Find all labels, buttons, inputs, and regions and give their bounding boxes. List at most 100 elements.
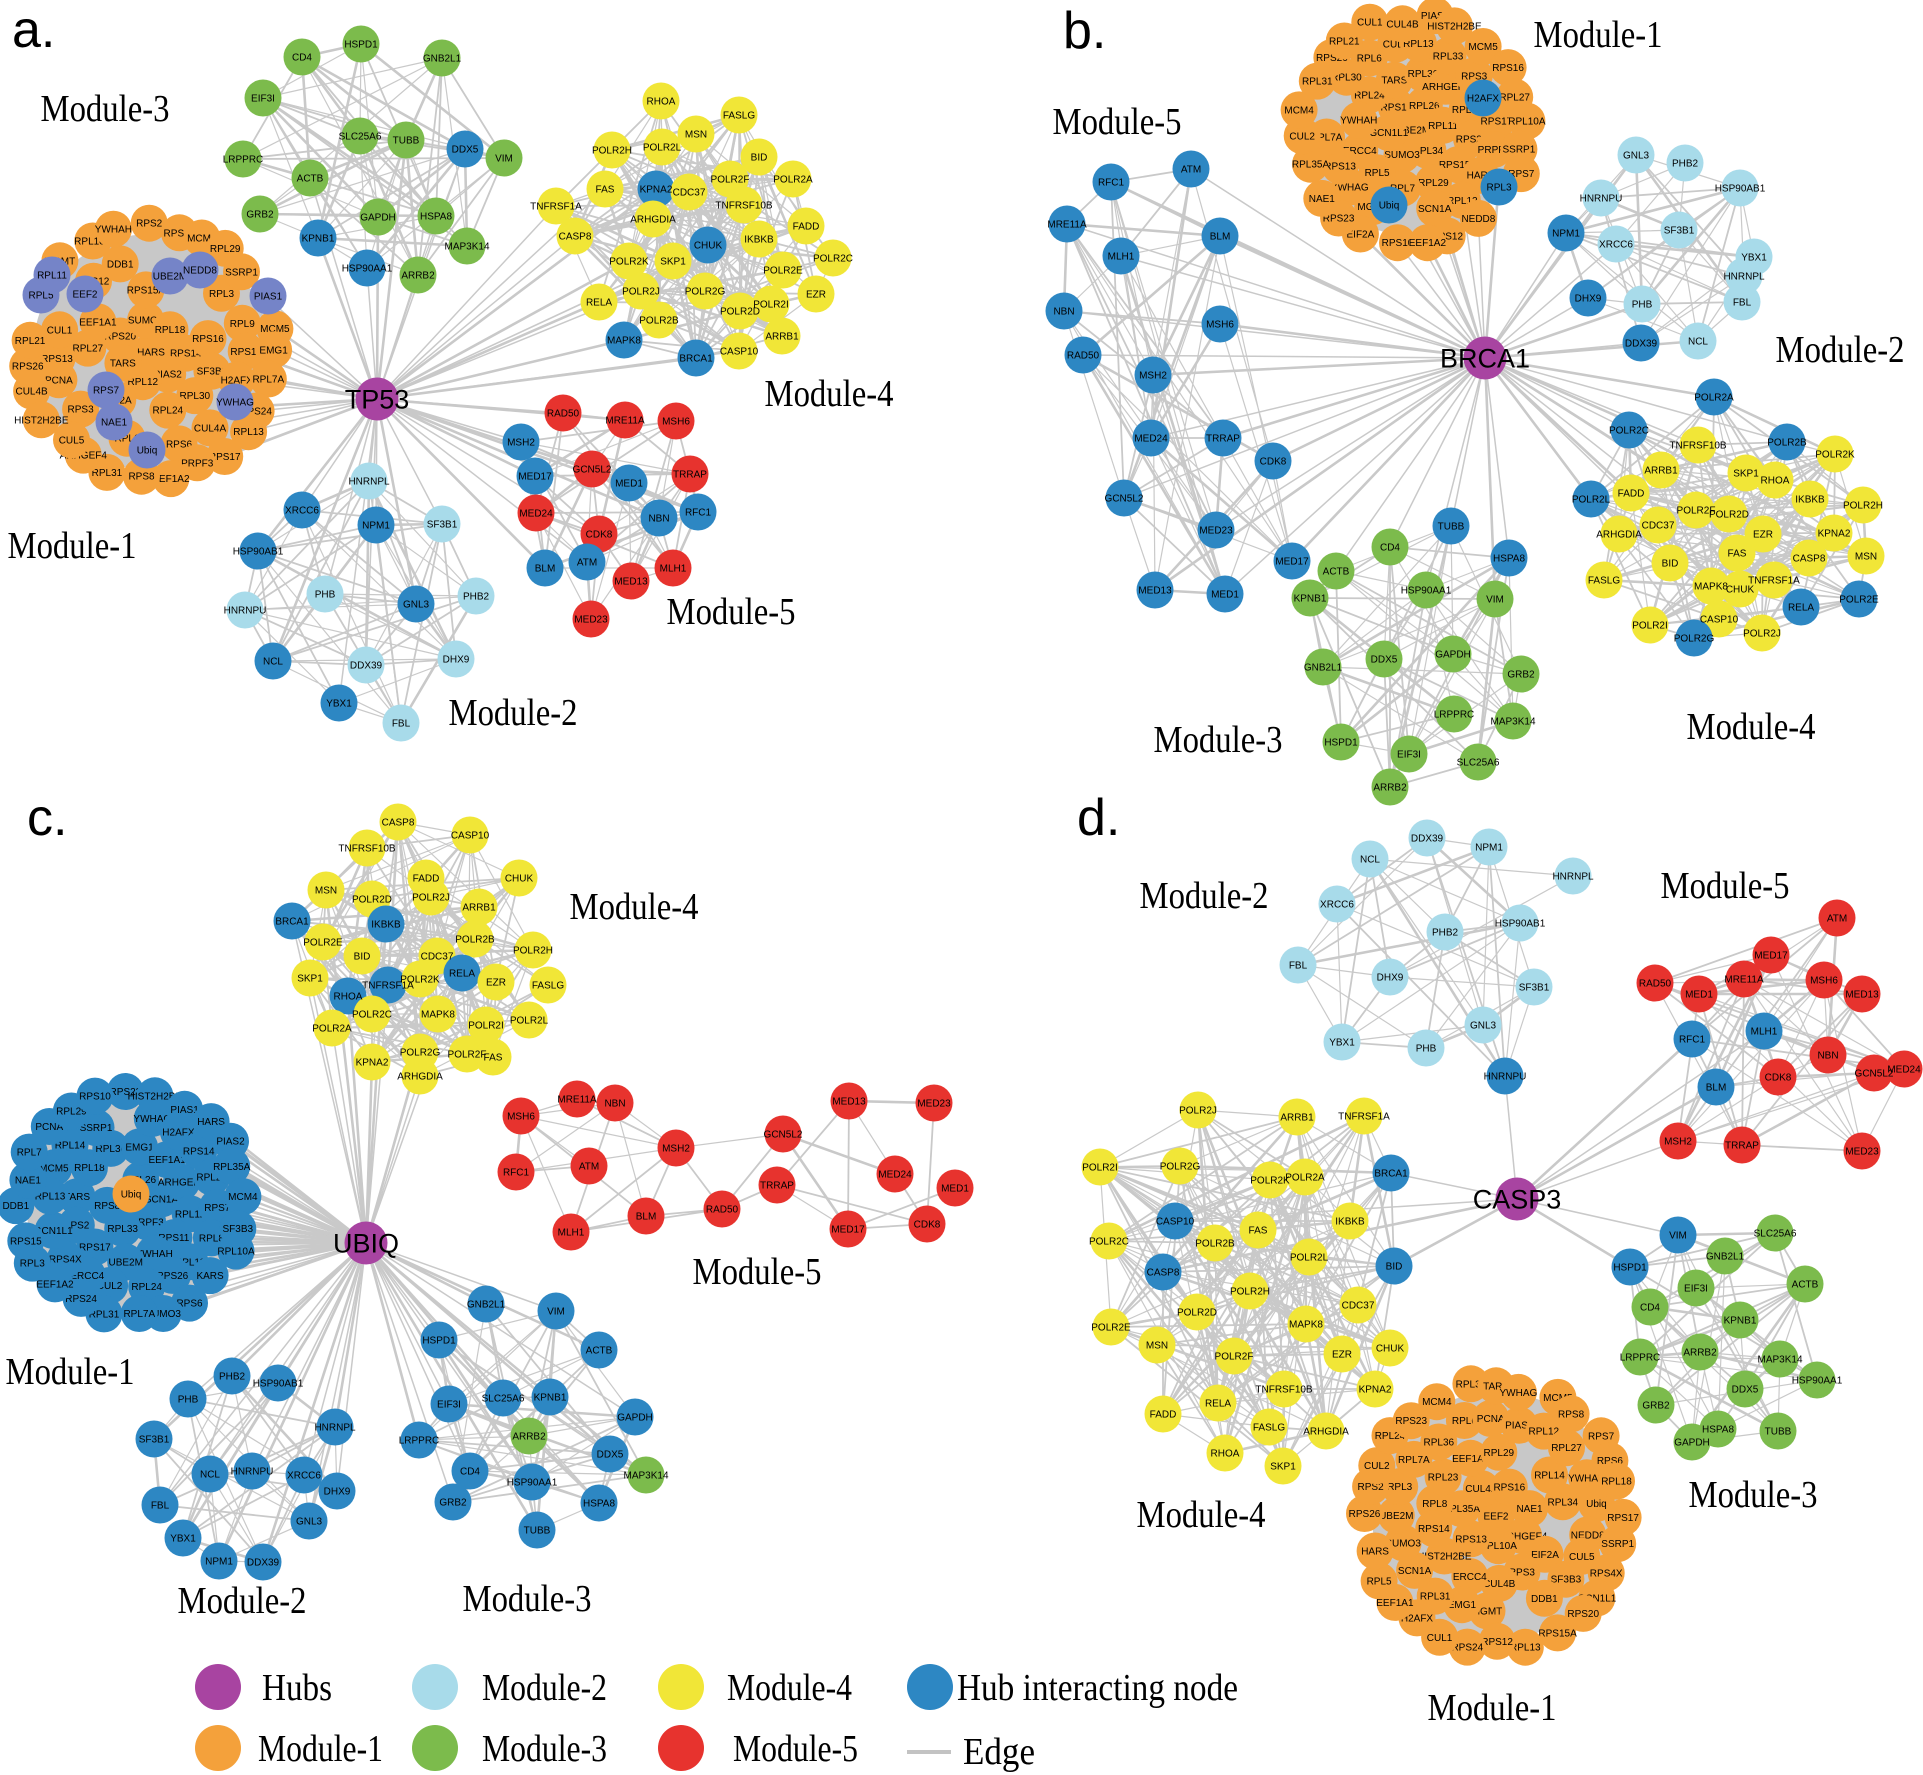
- svg-text:MSN: MSN: [315, 886, 337, 897]
- svg-text:MED13: MED13: [1845, 990, 1879, 1001]
- svg-text:EEF2: EEF2: [1483, 1512, 1508, 1523]
- svg-text:GCN5L2: GCN5L2: [1855, 1069, 1894, 1080]
- svg-text:BRCA1: BRCA1: [275, 917, 309, 928]
- svg-text:HSPD1: HSPD1: [344, 40, 378, 51]
- svg-text:POLR2D: POLR2D: [1709, 510, 1749, 521]
- svg-text:RPS15: RPS15: [10, 1236, 42, 1247]
- svg-text:SSRP1: SSRP1: [1503, 145, 1536, 156]
- svg-text:CHUK: CHUK: [1376, 1344, 1405, 1355]
- svg-text:EIF3I: EIF3I: [1684, 1284, 1708, 1295]
- svg-text:PRPF3: PRPF3: [181, 458, 214, 469]
- svg-text:RPL33: RPL33: [1433, 51, 1464, 62]
- svg-text:POLR2B: POLR2B: [455, 935, 495, 946]
- svg-text:POLR2I: POLR2I: [753, 300, 789, 311]
- svg-text:MRE11A: MRE11A: [1047, 220, 1087, 231]
- svg-text:RPS15: RPS15: [164, 228, 196, 239]
- svg-text:NAE1: NAE1: [15, 1176, 42, 1187]
- svg-text:CASP10: CASP10: [720, 347, 759, 358]
- svg-text:SKP1: SKP1: [1270, 1462, 1296, 1473]
- svg-text:RPS15A: RPS15A: [1439, 160, 1478, 171]
- svg-text:RAD50: RAD50: [547, 409, 580, 420]
- svg-text:SF3B1: SF3B1: [139, 1435, 170, 1446]
- svg-text:RPL5: RPL5: [1365, 168, 1390, 179]
- svg-text:POLR2I: POLR2I: [1082, 1163, 1118, 1174]
- svg-text:SUMO3: SUMO3: [1384, 150, 1420, 161]
- svg-text:YWHAH: YWHAH: [1568, 1473, 1605, 1484]
- svg-text:CDK8: CDK8: [1765, 1073, 1792, 1084]
- svg-text:RPS14: RPS14: [1418, 1524, 1450, 1535]
- svg-text:TNFRSF1A: TNFRSF1A: [362, 981, 414, 992]
- svg-text:POLR2E: POLR2E: [1839, 595, 1879, 606]
- svg-text:MRE11A: MRE11A: [1724, 975, 1764, 986]
- svg-text:RPL8: RPL8: [199, 1233, 224, 1244]
- svg-text:SCN1A: SCN1A: [145, 1194, 179, 1205]
- svg-text:CDK8: CDK8: [586, 530, 613, 541]
- svg-text:MSH6: MSH6: [662, 417, 690, 428]
- svg-text:RPL35A: RPL35A: [213, 1162, 251, 1173]
- svg-text:RPL36: RPL36: [1424, 1438, 1455, 1449]
- svg-text:MCM4: MCM4: [1284, 105, 1314, 116]
- svg-text:MCM4: MCM4: [1422, 1397, 1452, 1408]
- svg-text:Module-2: Module-2: [449, 692, 578, 734]
- svg-text:BID: BID: [751, 153, 768, 164]
- svg-text:POLR2B: POLR2B: [1195, 1239, 1235, 1250]
- svg-text:CUL4B: CUL4B: [1386, 19, 1419, 30]
- svg-text:GAPDH: GAPDH: [617, 1413, 653, 1424]
- svg-text:SCN1A: SCN1A: [1398, 1566, 1432, 1577]
- svg-text:CUL4A: CUL4A: [194, 423, 227, 434]
- svg-text:DDX5: DDX5: [452, 145, 479, 156]
- svg-text:CUL5: CUL5: [59, 435, 85, 446]
- svg-text:CASP10: CASP10: [1156, 1217, 1195, 1228]
- svg-text:MAP3K14: MAP3K14: [623, 1471, 668, 1482]
- svg-text:Module-5: Module-5: [1661, 865, 1790, 907]
- svg-text:CDK8: CDK8: [914, 1220, 941, 1231]
- svg-text:EEF2: EEF2: [72, 290, 97, 301]
- svg-text:BID: BID: [1386, 1262, 1403, 1273]
- svg-text:ATM: ATM: [579, 1162, 599, 1173]
- svg-text:NBN: NBN: [604, 1099, 625, 1110]
- svg-text:RFC1: RFC1: [685, 508, 712, 519]
- svg-text:NAE1: NAE1: [101, 418, 128, 429]
- svg-text:ARHGDIA: ARHGDIA: [630, 215, 676, 226]
- svg-text:EEF1A2: EEF1A2: [36, 1279, 74, 1290]
- svg-text:POLR2L: POLR2L: [1290, 1253, 1329, 1264]
- svg-text:RPL6: RPL6: [1357, 54, 1382, 65]
- svg-text:RPS24: RPS24: [240, 407, 272, 418]
- svg-text:LRPPRC: LRPPRC: [399, 1436, 440, 1447]
- svg-text:GAPDH: GAPDH: [1674, 1438, 1710, 1449]
- svg-text:PRPF3: PRPF3: [131, 1218, 164, 1229]
- svg-text:MED1: MED1: [1211, 590, 1239, 601]
- svg-text:MED1: MED1: [615, 479, 643, 490]
- svg-text:UBE2M: UBE2M: [108, 1258, 142, 1269]
- svg-text:YWHAG: YWHAG: [1331, 183, 1369, 194]
- svg-text:PIAS2: PIAS2: [154, 370, 183, 381]
- svg-text:TRRAP: TRRAP: [673, 470, 707, 481]
- svg-text:TUBB: TUBB: [1765, 1427, 1792, 1438]
- svg-text:RPL31: RPL31: [92, 468, 123, 479]
- svg-text:NCL: NCL: [200, 1470, 220, 1481]
- svg-text:PCNA: PCNA: [35, 1122, 63, 1133]
- svg-text:POLR2G: POLR2G: [1160, 1162, 1201, 1173]
- svg-text:RPS20: RPS20: [104, 332, 136, 343]
- svg-text:CDK8: CDK8: [1260, 457, 1287, 468]
- svg-text:HNRNPU: HNRNPU: [231, 1467, 274, 1478]
- svg-text:MED13: MED13: [614, 577, 648, 588]
- svg-text:RPS24: RPS24: [1451, 1643, 1483, 1654]
- svg-text:DHX9: DHX9: [324, 1487, 351, 1498]
- svg-text:RHOA: RHOA: [334, 992, 363, 1003]
- svg-text:CUL1: CUL1: [47, 325, 73, 336]
- svg-text:HSPA8: HSPA8: [1702, 1425, 1734, 1436]
- svg-text:GNB2L1: GNB2L1: [1706, 1252, 1745, 1263]
- svg-text:POLR2F: POLR2F: [1677, 506, 1716, 517]
- svg-text:MLH1: MLH1: [660, 564, 687, 575]
- svg-text:TUBB: TUBB: [393, 136, 420, 147]
- svg-text:FADD: FADD: [1618, 489, 1645, 500]
- svg-text:TARS: TARS: [110, 359, 136, 370]
- svg-text:Module-3: Module-3: [482, 1728, 607, 1770]
- svg-text:HNRNPL: HNRNPL: [1552, 872, 1594, 883]
- svg-text:RPL11: RPL11: [37, 271, 67, 282]
- svg-text:RPL27: RPL27: [73, 344, 104, 355]
- svg-text:RPL7A: RPL7A: [123, 1309, 155, 1320]
- svg-text:NPM1: NPM1: [205, 1557, 233, 1568]
- svg-text:Module-4: Module-4: [765, 373, 894, 415]
